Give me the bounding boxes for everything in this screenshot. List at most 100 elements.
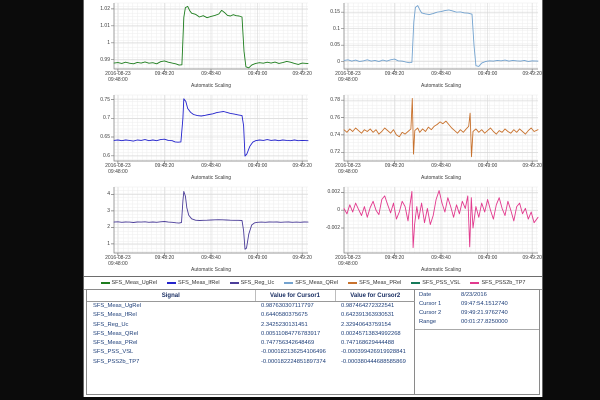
chart-plot-prel[interactable]	[314, 92, 544, 184]
chart-plot-ifrel[interactable]	[84, 92, 314, 184]
chart-plot-ugrel[interactable]	[84, 0, 314, 92]
signal-name-cell: SFS_Meas_PRel	[93, 340, 138, 347]
signal-name-cell: SFS_PSS_VSL	[93, 349, 134, 356]
y-tick-label: 0.75	[100, 96, 110, 103]
legend-color-mark	[167, 282, 177, 284]
x-tick-label: 09:49:20	[522, 71, 542, 77]
chart-pss[interactable]: 0.002 0 -0.002 2016-08-23 09:48:00 09:48:20 0…	[314, 184, 544, 276]
info-row: Cursor 1 09:47:54.1512740	[419, 300, 539, 309]
series-SFS_Meas_QRel	[343, 5, 539, 67]
chart-reguc[interactable]: 4 3 2 1 2016-08-23 09:48:00 09:48:20 09:48:40 0…	[84, 184, 314, 276]
x-tick-label: 2016-08-23 09:48:00	[105, 71, 131, 83]
table-row[interactable]: SFS_PSS_VSL -0.000182136254106496 -0.00039…	[87, 348, 415, 357]
chart-qrel[interactable]: 0.15 0.1 0.05 0 2016-08-23 09:48:00 09:48:20 0…	[314, 0, 544, 92]
table-row[interactable]: SFS_Reg_Uc 2.3425230131451 2.3294064375915…	[87, 321, 415, 330]
legend-item[interactable]: SFS_Reg_Uc	[229, 280, 275, 286]
info-row-label: Cursor 1	[419, 301, 442, 307]
cursor1-value-cell: 0.6440580375675	[261, 312, 308, 319]
legend-item[interactable]: SFS_Meas_IfRel	[167, 280, 220, 286]
x-tick-label: 09:48:20	[384, 163, 405, 169]
table-row[interactable]: SFS_Meas_PRel 0.747756342648469 0.74716862…	[87, 339, 415, 348]
legend-label: SFS_PSS2b_TP7	[481, 280, 526, 286]
x-tick-label: 2016-08-23 09:48:00	[105, 163, 131, 175]
column-header-signal[interactable]: Signal	[87, 290, 256, 302]
x-tick-label: 09:49:00	[247, 163, 268, 169]
legend-label: SFS_Reg_Uc	[240, 280, 275, 286]
chart-axes	[111, 3, 308, 72]
legend-color-mark	[284, 282, 294, 284]
cursor1-value-cell: -0.000182224851897374	[261, 358, 326, 365]
legend-label: SFS_Meas_PRel	[359, 280, 402, 286]
info-row: Cursor 2 09:49:21.9762740	[419, 309, 539, 318]
info-row-value: 00:01:27.8250000	[461, 319, 508, 325]
legend-color-mark	[470, 282, 480, 284]
charts-grid: 1.02 1.01 1 0.99 2016-08-23 09:48:00 09:48:20…	[84, 0, 542, 276]
legend-item[interactable]: SFS_PSS2b_TP7	[470, 280, 526, 286]
y-tick-label: 0.002	[327, 189, 340, 196]
legend-item[interactable]: SFS_Meas_QRel	[284, 280, 338, 286]
x-tick-label: 09:49:00	[247, 255, 268, 261]
axis-mode-label: Automatic Scaling	[190, 83, 232, 89]
y-tick-label: 0.05	[330, 42, 340, 49]
chart-plot-pss[interactable]	[314, 184, 544, 276]
cursor2-value-cell: 0.987464272322541	[341, 303, 395, 309]
chart-plot-reguc[interactable]	[84, 184, 314, 276]
column-header-cursor2[interactable]: Value for Cursor2	[335, 290, 415, 302]
table-row[interactable]: SFS_Meas_IfRel 0.6440580375675 0.642391363…	[87, 311, 415, 320]
legend-item[interactable]: SFS_PSS_VSL	[411, 280, 460, 286]
axis-mode-label: Automatic Scaling	[420, 267, 462, 273]
info-row-label: Range	[419, 319, 437, 325]
signal-name-cell: SFS_Meas_UgRel	[93, 303, 142, 309]
x-tick-label: 09:49:20	[522, 255, 542, 261]
y-tick-label: 0.65	[100, 134, 110, 140]
legend-item[interactable]: SFS_Meas_PRel	[348, 280, 401, 286]
x-tick-label: 2016-08-23 09:48:00	[335, 163, 361, 175]
y-tick-label: 1	[107, 39, 110, 46]
x-tick-label: 09:48:20	[154, 163, 175, 169]
cursor1-value-cell: 2.3425230131451	[261, 321, 308, 328]
table-row[interactable]: SFS_PSS2b_TP7 -0.000182224851897374 -0.000…	[87, 358, 415, 367]
chart-axes	[341, 3, 538, 72]
x-tick-label: 09:48:20	[384, 71, 405, 77]
chart-axes	[111, 187, 308, 256]
info-row-label: Cursor 2	[419, 310, 442, 316]
info-row: Date 8/23/2016	[419, 291, 539, 300]
chart-prel[interactable]: 0.78 0.76 0.74 0.72 2016-08-23 09:48:00 09:48…	[314, 92, 544, 184]
chart-ugrel[interactable]: 1.02 1.01 1 0.99 2016-08-23 09:48:00 09:48:20…	[84, 0, 314, 92]
grid-major	[344, 187, 538, 253]
chart-axes	[341, 187, 538, 256]
info-row-value: 09:47:54.1512740	[461, 301, 508, 307]
legend-color-mark	[411, 282, 421, 284]
x-tick-label: 09:49:00	[477, 255, 498, 261]
signal-viewer-window: 1.02 1.01 1 0.99 2016-08-23 09:48:00 09:48:20…	[83, 0, 543, 397]
series-SFS_Meas_UgRel	[113, 5, 309, 69]
chart-axes	[341, 95, 538, 164]
signal-table-header-row: Signal Value for Cursor1 Value for Curso…	[87, 290, 415, 302]
grid-major	[344, 3, 538, 69]
x-tick-label: 09:48:40	[201, 255, 221, 261]
x-tick-label: 09:49:20	[292, 71, 312, 77]
y-tick-label: 0.74	[330, 131, 340, 138]
table-row[interactable]: SFS_Meas_UgRel 0.987630307117797 0.9874642…	[87, 302, 415, 312]
legend-item[interactable]: SFS_Meas_UgRel	[100, 280, 158, 286]
legend-color-mark	[100, 282, 110, 284]
y-tick-label: 3	[107, 207, 110, 214]
y-tick-label: 1	[107, 240, 110, 247]
signal-name-cell: SFS_Meas_QRel	[93, 330, 139, 337]
cursor2-value-cell: 2.32940643759154	[341, 321, 391, 328]
legend-label: SFS_Meas_UgRel	[111, 280, 158, 286]
series-SFS_Meas_IfRel	[113, 98, 309, 157]
chart-ifrel[interactable]: 0.75 0.7 0.65 0.6 2016-08-23 09:48:00 09:48:2…	[84, 92, 314, 184]
column-header-cursor1[interactable]: Value for Cursor1	[255, 290, 336, 302]
x-tick-label: 09:49:00	[477, 163, 498, 169]
y-tick-label: 0.72	[330, 149, 340, 156]
series-SFS_Meas_PRel	[343, 98, 539, 158]
grid-major	[114, 3, 308, 69]
x-tick-label: 09:48:40	[431, 71, 451, 77]
table-row[interactable]: SFS_Meas_QRel 0.00511084776783917 0.002457…	[87, 330, 415, 339]
series-SFS_Reg_Uc	[113, 191, 309, 250]
signal-table: Signal Value for Cursor1 Value for Curso…	[87, 290, 415, 394]
info-row: Range 00:01:27.8250000	[419, 318, 539, 327]
x-tick-label: 09:48:20	[154, 71, 175, 77]
chart-plot-qrel[interactable]	[314, 0, 544, 92]
